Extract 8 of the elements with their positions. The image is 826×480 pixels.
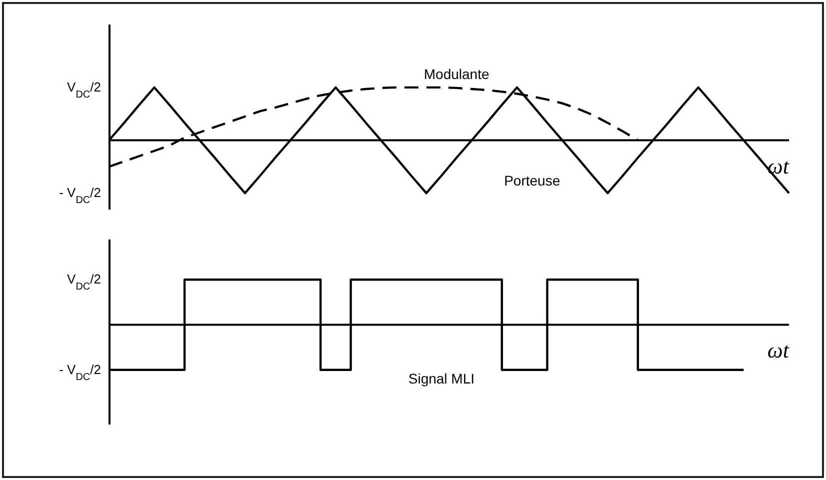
series-label: Signal MLI [408,370,475,386]
text: V$_{DC}$/2 [67,79,101,100]
series-label: Porteuse [504,172,560,189]
text: - V$_{DC}$/2 [59,362,101,382]
text: V$_{DC}$/2 [67,272,101,292]
x-axis-title: ωt [767,338,790,363]
text: - V$_{DC}$/2 [59,185,101,206]
series-label: Modulante [424,66,490,82]
